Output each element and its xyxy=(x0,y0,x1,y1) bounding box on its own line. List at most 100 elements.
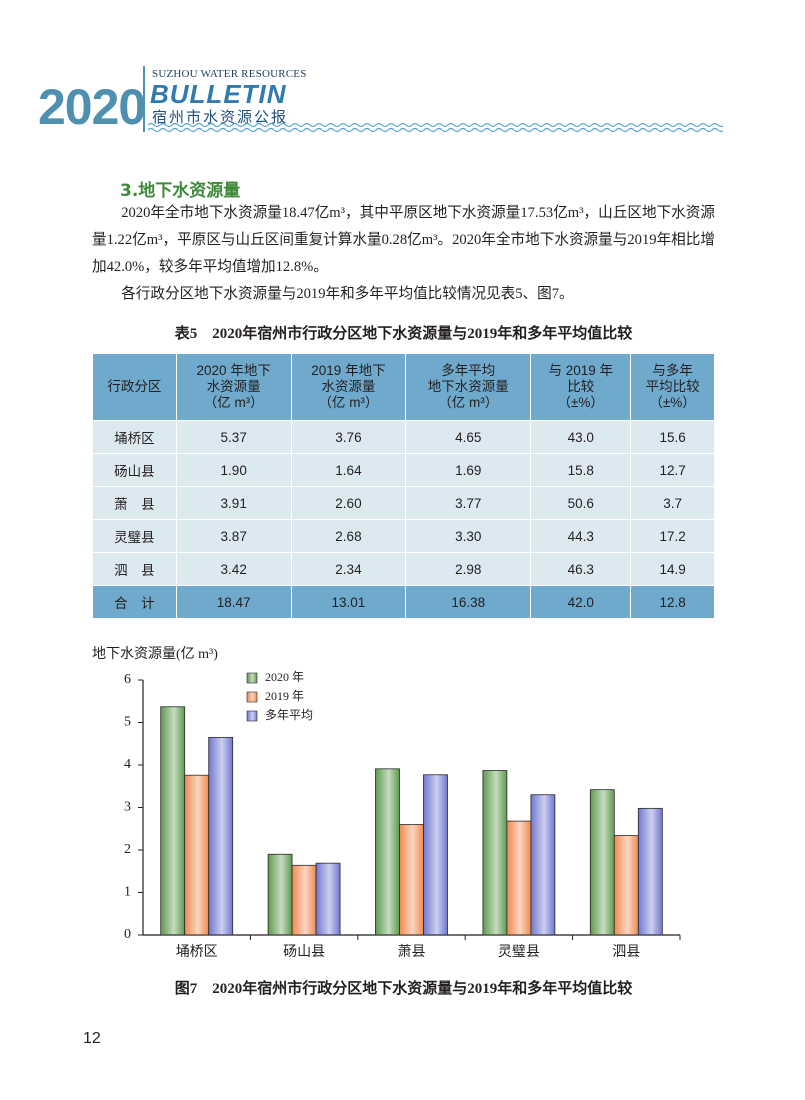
legend-swatch xyxy=(246,710,258,722)
header-title-cn: 宿州市水资源公报 xyxy=(152,108,289,126)
table-cell: 合 计 xyxy=(92,585,177,619)
legend-label: 多年平均 xyxy=(265,708,313,722)
table-row: 埇桥区 5.37 3.76 4.65 43.0 15.6 xyxy=(92,420,715,454)
bar xyxy=(375,768,400,936)
paragraph: 2020年全市地下水资源量18.47亿m³，其中平原区地下水资源量17.53亿m… xyxy=(92,205,715,275)
table-cell: 灵璧县 xyxy=(92,519,177,553)
bar xyxy=(589,789,615,936)
bar xyxy=(291,864,317,936)
table-row: 泗 县 3.42 2.34 2.98 46.3 14.9 xyxy=(92,552,715,586)
legend-swatch xyxy=(246,672,258,684)
x-tick-label: 泗县 xyxy=(612,944,640,960)
table-cell: 3.77 xyxy=(405,486,532,520)
y-tick-label: 2 xyxy=(124,842,131,857)
header-title: BULLETIN xyxy=(150,79,287,109)
header-subtitle: SUZHOU WATER RESOURCES xyxy=(152,68,307,80)
y-tick-label: 3 xyxy=(124,800,131,815)
table-cell: 2.98 xyxy=(405,552,532,586)
table-caption: 表5 2020年宿州市行政分区地下水资源量与2019年和多年平均值比较 xyxy=(174,326,633,342)
table-cell: 2.68 xyxy=(290,519,407,553)
table-row: 萧 县 3.91 2.60 3.77 50.6 3.7 xyxy=(92,486,715,520)
bar xyxy=(399,824,424,936)
page-number: 12 xyxy=(83,1030,101,1047)
table-header-cell: 多年平均 地下水资源量 （亿 m³） xyxy=(405,353,532,421)
table-cell: 15.6 xyxy=(630,420,715,454)
bar xyxy=(530,794,556,936)
x-tick-label: 埇桥区 xyxy=(176,944,218,960)
table: 行政分区 2020 年地下 水资源量 （亿 m³） 2019 年地下 水资源量 （亿… xyxy=(92,353,715,619)
x-tick-label: 萧县 xyxy=(398,944,426,960)
table-row: 灵璧县 3.87 2.68 3.30 44.3 17.2 xyxy=(92,519,715,553)
table-cell: 50.6 xyxy=(530,486,632,520)
bar xyxy=(506,820,532,936)
table-cell: 泗 县 xyxy=(92,552,177,586)
y-tick-label: 5 xyxy=(124,715,131,730)
table-cell: 5.37 xyxy=(175,420,292,454)
bar xyxy=(482,770,508,936)
x-tick-label: 灵璧县 xyxy=(498,943,540,960)
bar xyxy=(267,853,293,936)
table-cell: 1.69 xyxy=(405,453,532,487)
chart: 地下水资源量(亿 m³) 0 1 2 3 4 5 6 埇桥区 砀山县 萧县 灵璧县 泗县 2020 年 2… xyxy=(92,646,681,960)
section-heading: 3.地下水资源量 xyxy=(120,181,241,201)
bar xyxy=(184,774,210,936)
table-header-cell: 与多年 平均比较 （±%） xyxy=(630,353,715,421)
wave-line xyxy=(148,127,723,133)
table-cell: 3.87 xyxy=(175,519,292,553)
legend-label: 2019 年 xyxy=(265,689,304,703)
table-cell: 砀山县 xyxy=(92,453,177,487)
table-cell: 3.30 xyxy=(405,519,532,553)
table-cell: 16.38 xyxy=(405,585,532,619)
table-body: 埇桥区 5.37 3.76 4.65 43.0 15.6 砀山县 1.90 1.64 1.69 15… xyxy=(92,420,715,619)
table-cell: 18.47 xyxy=(175,585,292,619)
table-header-row: 行政分区 2020 年地下 水资源量 （亿 m³） 2019 年地下 水资源量 （亿… xyxy=(92,353,715,421)
table-cell: 44.3 xyxy=(530,519,632,553)
table-cell: 萧 县 xyxy=(92,486,177,520)
y-axis-label: 地下水资源量(亿 m³) xyxy=(92,646,218,662)
table-cell: 13.01 xyxy=(290,585,407,619)
bar xyxy=(208,736,234,936)
table-header-cell: 行政分区 xyxy=(92,353,177,421)
table-cell: 12.8 xyxy=(630,585,715,619)
table-cell: 3.7 xyxy=(630,486,715,520)
y-tick-label: 6 xyxy=(124,672,131,687)
header-year: 2020 xyxy=(38,79,146,135)
table-cell: 42.0 xyxy=(530,585,632,619)
bar xyxy=(315,862,341,936)
table-header-cell: 2019 年地下 水资源量 （亿 m³） xyxy=(290,353,407,421)
wave-line xyxy=(148,122,723,128)
table-cell: 3.42 xyxy=(175,552,292,586)
bar xyxy=(423,774,448,936)
bar xyxy=(613,835,639,936)
y-tick-label: 1 xyxy=(124,885,131,900)
table-cell: 2.60 xyxy=(290,486,407,520)
legend-swatch xyxy=(246,691,258,703)
table-cell: 15.8 xyxy=(530,453,632,487)
table-header-cell: 2020 年地下 水资源量 （亿 m³） xyxy=(175,353,292,421)
table-cell: 2.34 xyxy=(290,552,407,586)
figure-caption: 图7 2020年宿州市行政分区地下水资源量与2019年和多年平均值比较 xyxy=(174,981,633,997)
table-row: 砀山县 1.90 1.64 1.69 15.8 12.7 xyxy=(92,453,715,487)
y-tick-label: 4 xyxy=(124,757,131,772)
table-cell: 3.91 xyxy=(175,486,292,520)
table-cell: 1.64 xyxy=(290,453,407,487)
x-tick-label: 砀山县 xyxy=(283,944,325,960)
table-cell: 46.3 xyxy=(530,552,632,586)
paragraph: 各行政分区地下水资源量与2019年和多年平均值比较情况见表5、图7。 xyxy=(121,286,574,302)
table-cell: 埇桥区 xyxy=(92,420,177,454)
header-divider xyxy=(143,66,145,132)
y-tick-label: 0 xyxy=(124,927,131,942)
table-cell: 17.2 xyxy=(630,519,715,553)
table-row: 合 计 18.47 13.01 16.38 42.0 12.8 xyxy=(92,585,715,619)
table-header-cell: 与 2019 年 比较 （±%） xyxy=(530,353,632,421)
table-cell: 14.9 xyxy=(630,552,715,586)
bar xyxy=(637,807,663,936)
header-wave xyxy=(148,122,723,133)
legend-label: 2020 年 xyxy=(265,670,304,684)
table-cell: 1.90 xyxy=(175,453,292,487)
bar xyxy=(160,706,186,936)
table-cell: 4.65 xyxy=(405,420,532,454)
table-cell: 12.7 xyxy=(630,453,715,487)
table-cell: 3.76 xyxy=(290,420,407,454)
